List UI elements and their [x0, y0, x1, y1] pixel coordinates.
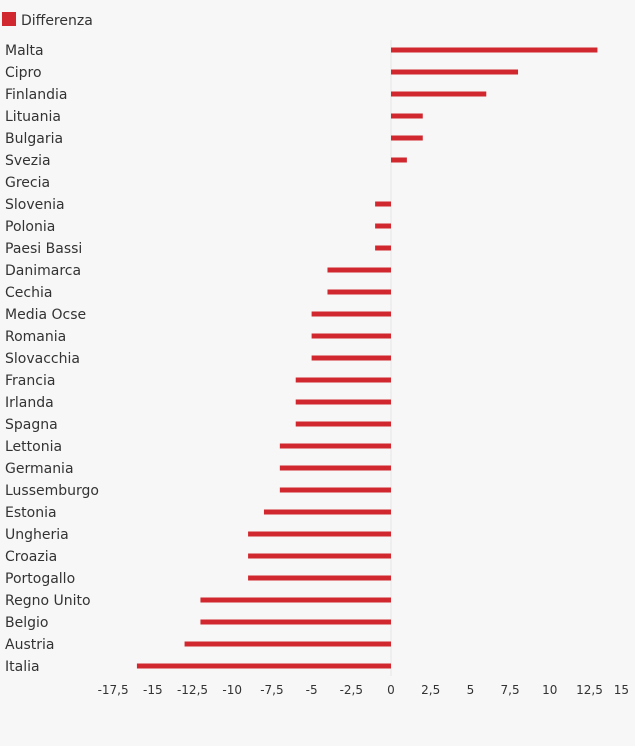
bar [375, 245, 391, 251]
x-tick-label: -17,5 [98, 683, 129, 697]
category-label: Lettonia [5, 439, 62, 455]
bar [391, 113, 423, 119]
category-label: Cechia [5, 285, 52, 301]
bar [311, 333, 391, 339]
category-label: Spagna [5, 417, 58, 433]
bar [327, 289, 391, 295]
bar [391, 157, 407, 163]
bar [391, 135, 423, 141]
bar [375, 201, 391, 207]
category-label: Germania [5, 461, 74, 477]
bar [375, 223, 391, 229]
category-label: Romania [5, 329, 66, 345]
category-label: Finlandia [5, 87, 68, 103]
category-label: Austria [5, 637, 54, 653]
bar [200, 597, 391, 603]
bar [311, 355, 391, 361]
category-label: Grecia [5, 175, 50, 191]
x-tick-label: -10 [222, 683, 242, 697]
category-label: Portogallo [5, 571, 75, 587]
x-tick-label: -12,5 [177, 683, 208, 697]
bar [279, 487, 391, 493]
x-tick-label: 5 [467, 683, 475, 697]
category-label: Danimarca [5, 263, 81, 279]
bar [295, 421, 391, 427]
category-label: Polonia [5, 219, 55, 235]
bar [391, 69, 519, 75]
bar [263, 509, 391, 515]
category-label: Slovenia [5, 197, 65, 213]
bar [248, 553, 391, 559]
category-label: Italia [5, 659, 40, 675]
x-tick-label: 15 [614, 683, 629, 697]
bar [391, 47, 598, 53]
bar [248, 575, 391, 581]
bar [327, 267, 391, 273]
legend-label: Differenza [21, 13, 93, 29]
bar [136, 663, 391, 669]
bar [200, 619, 391, 625]
bar [295, 399, 391, 405]
x-tick-label: -7,5 [260, 683, 283, 697]
x-tick-label: 7,5 [501, 683, 520, 697]
x-tick-label: 10 [542, 683, 557, 697]
x-tick-label: 12,5 [576, 683, 603, 697]
category-label: Svezia [5, 153, 51, 169]
category-label: Slovacchia [5, 351, 80, 367]
legend-swatch [2, 12, 16, 26]
x-tick-label: -2,5 [340, 683, 363, 697]
category-label: Media Ocse [5, 307, 86, 323]
category-label: Estonia [5, 505, 57, 521]
category-label: Lituania [5, 109, 61, 125]
category-label: Irlanda [5, 395, 54, 411]
x-tick-label: 2,5 [421, 683, 440, 697]
x-tick-label: 0 [387, 683, 395, 697]
category-label: Paesi Bassi [5, 241, 82, 257]
category-label: Francia [5, 373, 55, 389]
x-tick-label: -5 [306, 683, 318, 697]
category-label: Croazia [5, 549, 57, 565]
bar [184, 641, 391, 647]
category-label: Malta [5, 43, 44, 59]
bar [391, 91, 487, 97]
x-tick-label: -15 [143, 683, 163, 697]
bar [279, 443, 391, 449]
category-label: Regno Unito [5, 593, 91, 609]
bar [311, 311, 391, 317]
category-label: Lussemburgo [5, 483, 99, 499]
category-label: Bulgaria [5, 131, 63, 147]
category-label: Belgio [5, 615, 48, 631]
bar [295, 377, 391, 383]
bar [248, 531, 391, 537]
bar [279, 465, 391, 471]
category-label: Ungheria [5, 527, 69, 543]
category-label: Cipro [5, 65, 42, 81]
